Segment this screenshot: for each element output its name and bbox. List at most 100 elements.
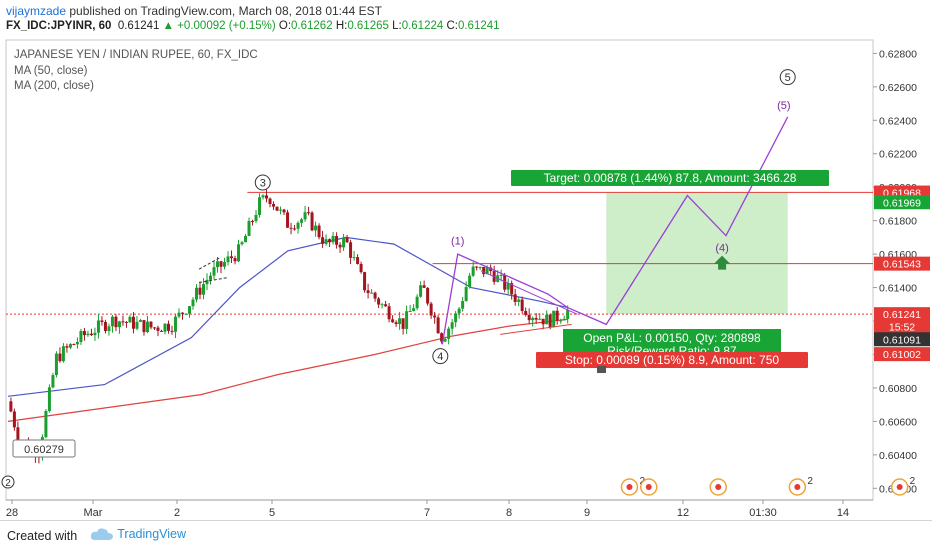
candle-body [138,320,142,322]
y-tick-label: 0.60400 [879,450,917,462]
candle-body [555,310,559,321]
candle-body [107,326,111,332]
event-marker-count: 2 [807,476,813,487]
candle-body [471,266,475,276]
candle-body [331,235,335,243]
change-up-icon: ▲ [162,20,175,32]
candle-body [135,321,139,329]
candle-body [159,330,163,332]
tradingview-logo[interactable]: TradingView [90,527,186,541]
event-marker-dot [626,484,633,490]
candle-body [324,239,328,244]
candle-body [47,387,51,411]
price-tag: 0.61969 [883,197,921,209]
ohlc-high-key: H: [335,20,348,32]
y-tick-label: 0.60600 [879,416,917,428]
candle-body [552,310,556,328]
event-marker-count: 2 [910,476,916,487]
candle-body [303,212,307,220]
x-tick-label: 5 [269,507,275,519]
y-tick-label: 0.62800 [879,48,917,60]
wave-label: (1) [451,236,464,248]
candle-body [408,310,412,312]
candle-body [79,330,83,343]
wave-label: 4 [437,351,443,363]
candle-body [524,311,528,315]
candle-body [548,314,552,328]
x-tick-label: 12 [677,507,689,519]
candle-body [503,274,507,290]
publish-info: published on TradingView.com, March 08, … [69,4,383,18]
candle-body [415,296,419,309]
candle-body [152,327,156,329]
candle-body [517,299,521,302]
legend-ma200[interactable]: MA (200, close) [14,80,94,92]
candle-body [534,317,538,320]
candle-body [450,322,454,329]
candle-body [166,323,170,331]
candle-body [230,256,234,259]
candle-body [499,274,503,276]
drawing-arrow-line [198,257,221,270]
wave-label: 5 [785,72,791,84]
target-up-arrow-icon [714,255,731,270]
price-tag-bg [874,256,930,271]
candle-body [328,239,332,243]
candle-body [121,321,125,323]
target-label-bg [511,170,829,186]
event-marker-dot [645,484,652,490]
event-marker-dot [896,484,903,490]
legend-ma50[interactable]: MA (50, close) [14,64,88,77]
candle-body [541,318,545,325]
candle-body [429,303,433,316]
candle-body [412,308,416,311]
candle-body [128,316,132,323]
candle-body [205,279,209,285]
chart-legend: JAPANESE YEN / INDIAN RUPEE, 60, FX_IDC … [14,48,258,95]
candle-body [506,283,510,290]
symbol-bar: FX_IDC:JPYINR, 60 0.61241 ▲ +0.00092 (+0… [6,20,500,32]
candle-body [261,195,265,198]
candle-body [244,235,248,243]
candle-body [89,333,93,336]
candle-body [482,266,486,275]
candle-body [124,321,128,323]
target-zone [606,192,788,315]
last-price: 0.61241 [117,20,160,32]
candle-body [198,287,202,295]
candle-body [457,308,461,314]
price-tag: 0.61091 [883,334,921,346]
price-chart[interactable]: 28 Mar 2 5 7 8 9 12 01:30 14 0.62800 0.62600 0.62400… [0,36,932,520]
candle-body [468,275,472,288]
candle-body [426,287,430,304]
author-link[interactable]: vijaymzade [6,4,67,18]
candle-body [212,267,216,276]
candle-body [370,292,374,294]
price-change: +0.00092 (+0.15%) [177,20,276,32]
stop-label: Stop: 0.00089 (0.15%) 8.9, Amount: 750 [565,353,779,367]
candle-body [131,316,135,329]
candle-body [520,299,524,312]
candle-body [16,427,20,442]
candle-body [272,204,276,207]
candle-body [391,319,395,323]
candle-body [254,214,258,222]
candle-body [387,306,391,320]
x-tick-label: 8 [506,507,512,519]
candle-body [44,410,48,438]
candle-body [54,353,58,376]
candle-body [352,257,356,259]
event-marker-dot [794,484,801,490]
ohlc-low: 0.61224 [401,20,444,32]
triangle-upper-line [480,270,578,315]
cloud-icon [90,528,113,540]
candle-body [342,237,346,248]
candle-body [86,333,90,336]
price-tag: 0.61002 [883,349,921,361]
candle-body [464,287,468,302]
ohlc-low-key: L: [392,20,402,32]
candle-body [282,209,286,213]
candle-body [233,258,237,262]
candle-body [177,312,181,317]
candle-body [377,298,381,305]
